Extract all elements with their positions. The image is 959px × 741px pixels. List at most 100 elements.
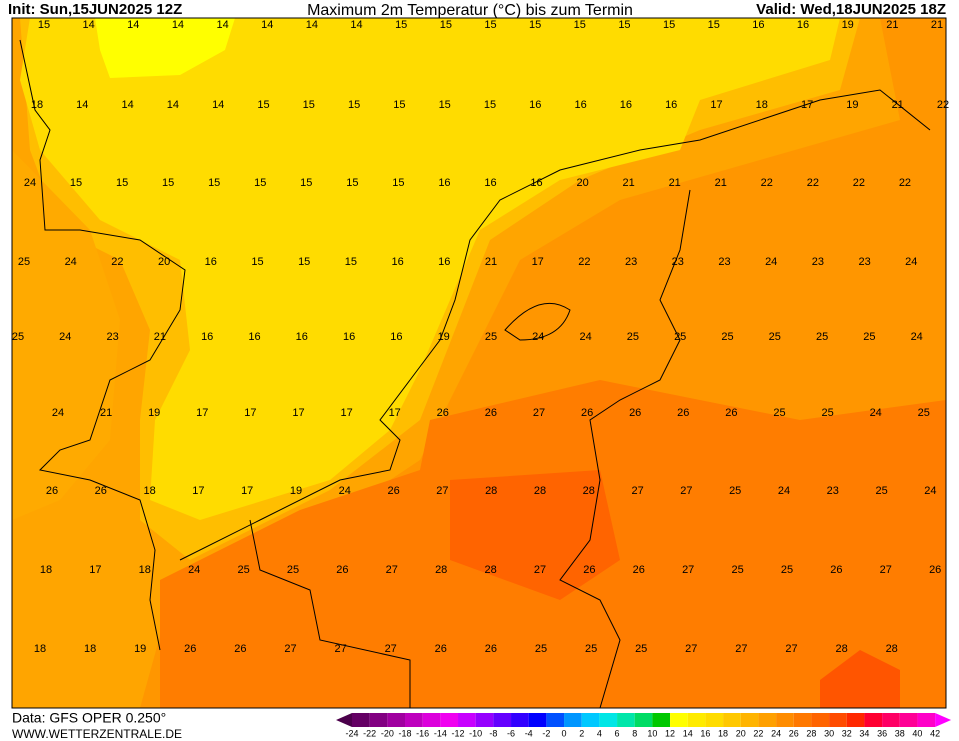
temperature-label: 27 [680, 485, 692, 497]
temperature-label: 23 [827, 485, 839, 497]
colorbar-label: 38 [895, 728, 905, 738]
map-title: Maximum 2m Temperatur (°C) bis zum Termi… [307, 2, 633, 19]
colorbar-box [793, 713, 812, 727]
temperature-label: 25 [731, 564, 743, 576]
temperature-label: 28 [835, 643, 847, 655]
temperature-label: 15 [162, 177, 174, 189]
colorbar-label: -8 [489, 728, 497, 738]
temperature-label: 22 [899, 177, 911, 189]
temperature-label: 24 [870, 407, 882, 419]
temperature-label: 16 [484, 177, 496, 189]
temperature-label: 19 [134, 643, 146, 655]
temperature-label: 19 [290, 485, 302, 497]
temperature-label: 27 [735, 643, 747, 655]
temperature-label: 26 [830, 564, 842, 576]
colorbar-box [917, 713, 936, 727]
temperature-label: 15 [38, 19, 50, 31]
temperature-label: 27 [685, 643, 697, 655]
colorbar-box [617, 713, 635, 727]
colorbar-box [422, 713, 441, 727]
temperature-label: 27 [534, 564, 546, 576]
temperature-label: 27 [334, 643, 346, 655]
colorbar-label: -22 [363, 728, 376, 738]
colorbar-label: 8 [632, 728, 637, 738]
colorbar-label: 12 [665, 728, 675, 738]
colorbar-box [493, 713, 512, 727]
colorbar-box [546, 713, 565, 727]
colorbar-label: -14 [434, 728, 447, 738]
temperature-label: 14 [127, 19, 139, 31]
temperature-label: 25 [674, 331, 686, 343]
colorbar-label: -20 [381, 728, 394, 738]
temperature-label: 28 [484, 564, 496, 576]
temperature-label: 27 [880, 564, 892, 576]
temperature-label: 16 [438, 256, 450, 268]
colorbar-arrow [935, 713, 952, 727]
temperature-label: 17 [292, 407, 304, 419]
coast-continent [179, 89, 931, 561]
temperature-label: 16 [620, 99, 632, 111]
temperature-label: 15 [70, 177, 82, 189]
temperature-label: 27 [682, 564, 694, 576]
temperature-label: 26 [387, 485, 399, 497]
temperature-label: 15 [440, 19, 452, 31]
temperature-label: 15 [257, 99, 269, 111]
temperature-label: 26 [437, 407, 449, 419]
temperature-label: 28 [435, 564, 447, 576]
colorbar-label: -24 [345, 728, 358, 738]
colorbar-label: 20 [736, 728, 746, 738]
temperature-label: 26 [46, 485, 58, 497]
temperature-label: 22 [578, 256, 590, 268]
temperature-label: 15 [346, 177, 358, 189]
temperature-label: 14 [167, 99, 179, 111]
border-de [559, 189, 691, 708]
temperature-label: 16 [752, 19, 764, 31]
temperature-label: 18 [40, 564, 52, 576]
colorbar-box [846, 713, 865, 727]
temperature-label: 15 [298, 256, 310, 268]
colorbar-arrow [336, 713, 352, 727]
colorbar-label: -4 [525, 728, 533, 738]
site-name: WWW.WETTERZENTRALE.DE [12, 727, 182, 741]
colorbar-label: 18 [718, 728, 728, 738]
temperature-label: 23 [106, 331, 118, 343]
temperature-label: 17 [532, 256, 544, 268]
temperature-label: 16 [530, 177, 542, 189]
field-16 [20, 18, 840, 520]
temperature-label: 24 [778, 485, 790, 497]
map: 15 14 14 14 14 14 14 14 15 15 15 15 15 15 15 15 16 16 19 21… [11, 17, 949, 709]
temperature-label: 27 [436, 485, 448, 497]
colorbar-label: 30 [824, 728, 834, 738]
temperature-label: 17 [241, 485, 253, 497]
temperature-label: 25 [635, 643, 647, 655]
colorbar-label: 2 [579, 728, 584, 738]
colorbar-label: 28 [806, 728, 816, 738]
temperature-label: 23 [812, 256, 824, 268]
temperature-label: 15 [116, 177, 128, 189]
colorbar-box [723, 713, 741, 727]
temperature-label: 16 [201, 331, 213, 343]
colorbar-label: 22 [753, 728, 763, 738]
colorbar-box [776, 713, 794, 727]
temperature-label: 27 [386, 564, 398, 576]
temperature-label: 25 [18, 256, 30, 268]
temperature-label: 14 [212, 99, 224, 111]
temperature-label: 18 [84, 643, 96, 655]
temperature-label: 22 [937, 99, 949, 111]
temperature-label: 14 [216, 19, 228, 31]
temperature-label: 25 [729, 485, 741, 497]
temperature-label: 24 [339, 485, 351, 497]
temperature-label: 15 [392, 177, 404, 189]
temperature-label: 26 [234, 643, 246, 655]
temperature-label: 21 [100, 407, 112, 419]
temperature-label: 16 [797, 19, 809, 31]
temperature-label: 26 [629, 407, 641, 419]
temperature-label: 14 [83, 19, 95, 31]
valid-text: Valid: Wed,18JUN2025 18Z [756, 1, 946, 18]
colorbar-box [475, 713, 494, 727]
temperature-label: 22 [853, 177, 865, 189]
colorbar-box [458, 713, 476, 727]
temperature-label: 18 [143, 485, 155, 497]
temperature-label: 27 [284, 643, 296, 655]
colorbar-label: 24 [771, 728, 781, 738]
